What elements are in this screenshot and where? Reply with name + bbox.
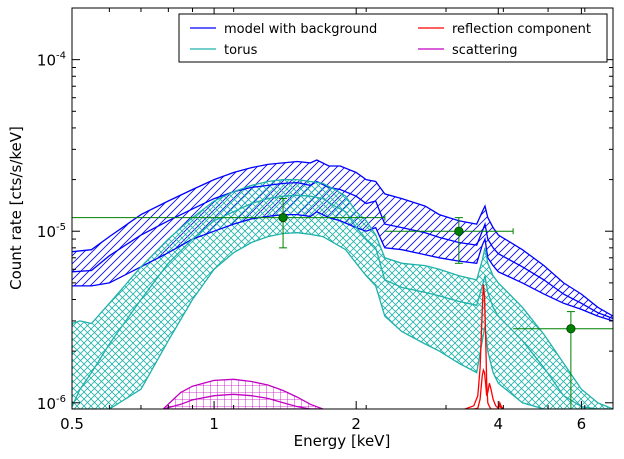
x-tick-label: 4: [494, 415, 504, 433]
legend-label-scattering: scattering: [452, 43, 518, 58]
scattering-mid-line: [163, 393, 323, 409]
legend: model with background reflection compone…: [178, 13, 608, 63]
model-with-background-upper-line: [72, 159, 613, 317]
model-with-background-band: [72, 160, 613, 321]
y-axis-label: Count rate [cts/s/keV]: [7, 126, 25, 290]
legend-label-model: model with background: [224, 22, 377, 37]
y-tick-label-exponent: -6: [56, 394, 66, 405]
y-tick-label: 10-5: [37, 222, 66, 241]
scattering-band: [163, 379, 323, 409]
model-bands: [72, 160, 613, 409]
y-tick-label: 10-4: [37, 51, 66, 70]
torus-mid-line: [72, 194, 613, 409]
x-tick-label: 1: [209, 415, 219, 433]
legend-label-torus: torus: [224, 43, 258, 58]
data-point-2: [454, 226, 464, 236]
scattering-upper-line: [162, 378, 324, 409]
data-points: [72, 198, 613, 409]
y-tick-label-base: 10: [37, 52, 56, 70]
torus-band: [72, 179, 613, 409]
x-tick-label: 6: [577, 415, 587, 433]
y-tick-label-base: 10: [37, 223, 56, 241]
y-tick-label-exponent: -5: [56, 222, 66, 233]
x-tick-label: 0.5: [60, 415, 84, 433]
x-axis-label: Energy [keV]: [294, 432, 391, 450]
tick-labels: 0.5 1 2 4 610-610-510-4: [37, 51, 586, 433]
torus-lower-line: [72, 232, 613, 409]
data-point-1: [278, 213, 288, 223]
y-tick-label-exponent: -4: [56, 51, 66, 62]
plot-frame: [71, 7, 614, 410]
x-tick-label: 2: [351, 415, 361, 433]
legend-label-reflection: reflection component: [452, 22, 591, 37]
y-tick-label-base: 10: [37, 395, 56, 413]
model-with-background-lower-line: [72, 210, 613, 322]
y-tick-label: 10-6: [37, 394, 66, 413]
model-with-background-mid-line: [72, 180, 613, 320]
data-point-3: [566, 324, 576, 334]
legend-frame: [178, 13, 608, 63]
